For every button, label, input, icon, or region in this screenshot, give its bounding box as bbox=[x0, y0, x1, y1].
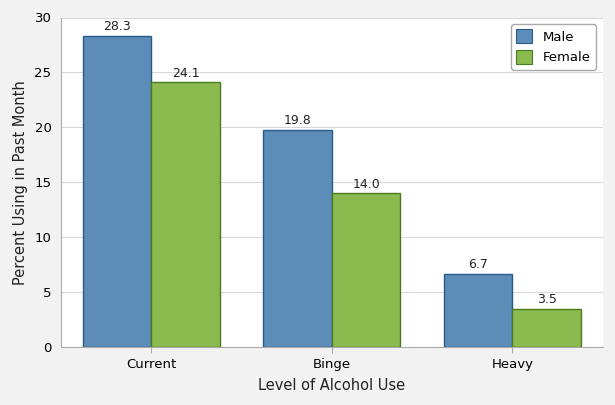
Text: 19.8: 19.8 bbox=[284, 114, 311, 127]
Text: 3.5: 3.5 bbox=[537, 293, 557, 306]
Bar bbox=[512, 309, 581, 347]
Bar bbox=[151, 82, 220, 347]
Text: 14.0: 14.0 bbox=[352, 177, 380, 191]
Bar bbox=[332, 193, 400, 347]
Bar bbox=[263, 130, 332, 347]
X-axis label: Level of Alcohol Use: Level of Alcohol Use bbox=[258, 377, 405, 392]
Bar bbox=[443, 273, 512, 347]
Y-axis label: Percent Using in Past Month: Percent Using in Past Month bbox=[12, 80, 28, 285]
Text: 6.7: 6.7 bbox=[468, 258, 488, 271]
Text: 28.3: 28.3 bbox=[103, 20, 131, 34]
Legend: Male, Female: Male, Female bbox=[511, 24, 596, 70]
Bar bbox=[83, 36, 151, 347]
Text: 24.1: 24.1 bbox=[172, 66, 199, 79]
